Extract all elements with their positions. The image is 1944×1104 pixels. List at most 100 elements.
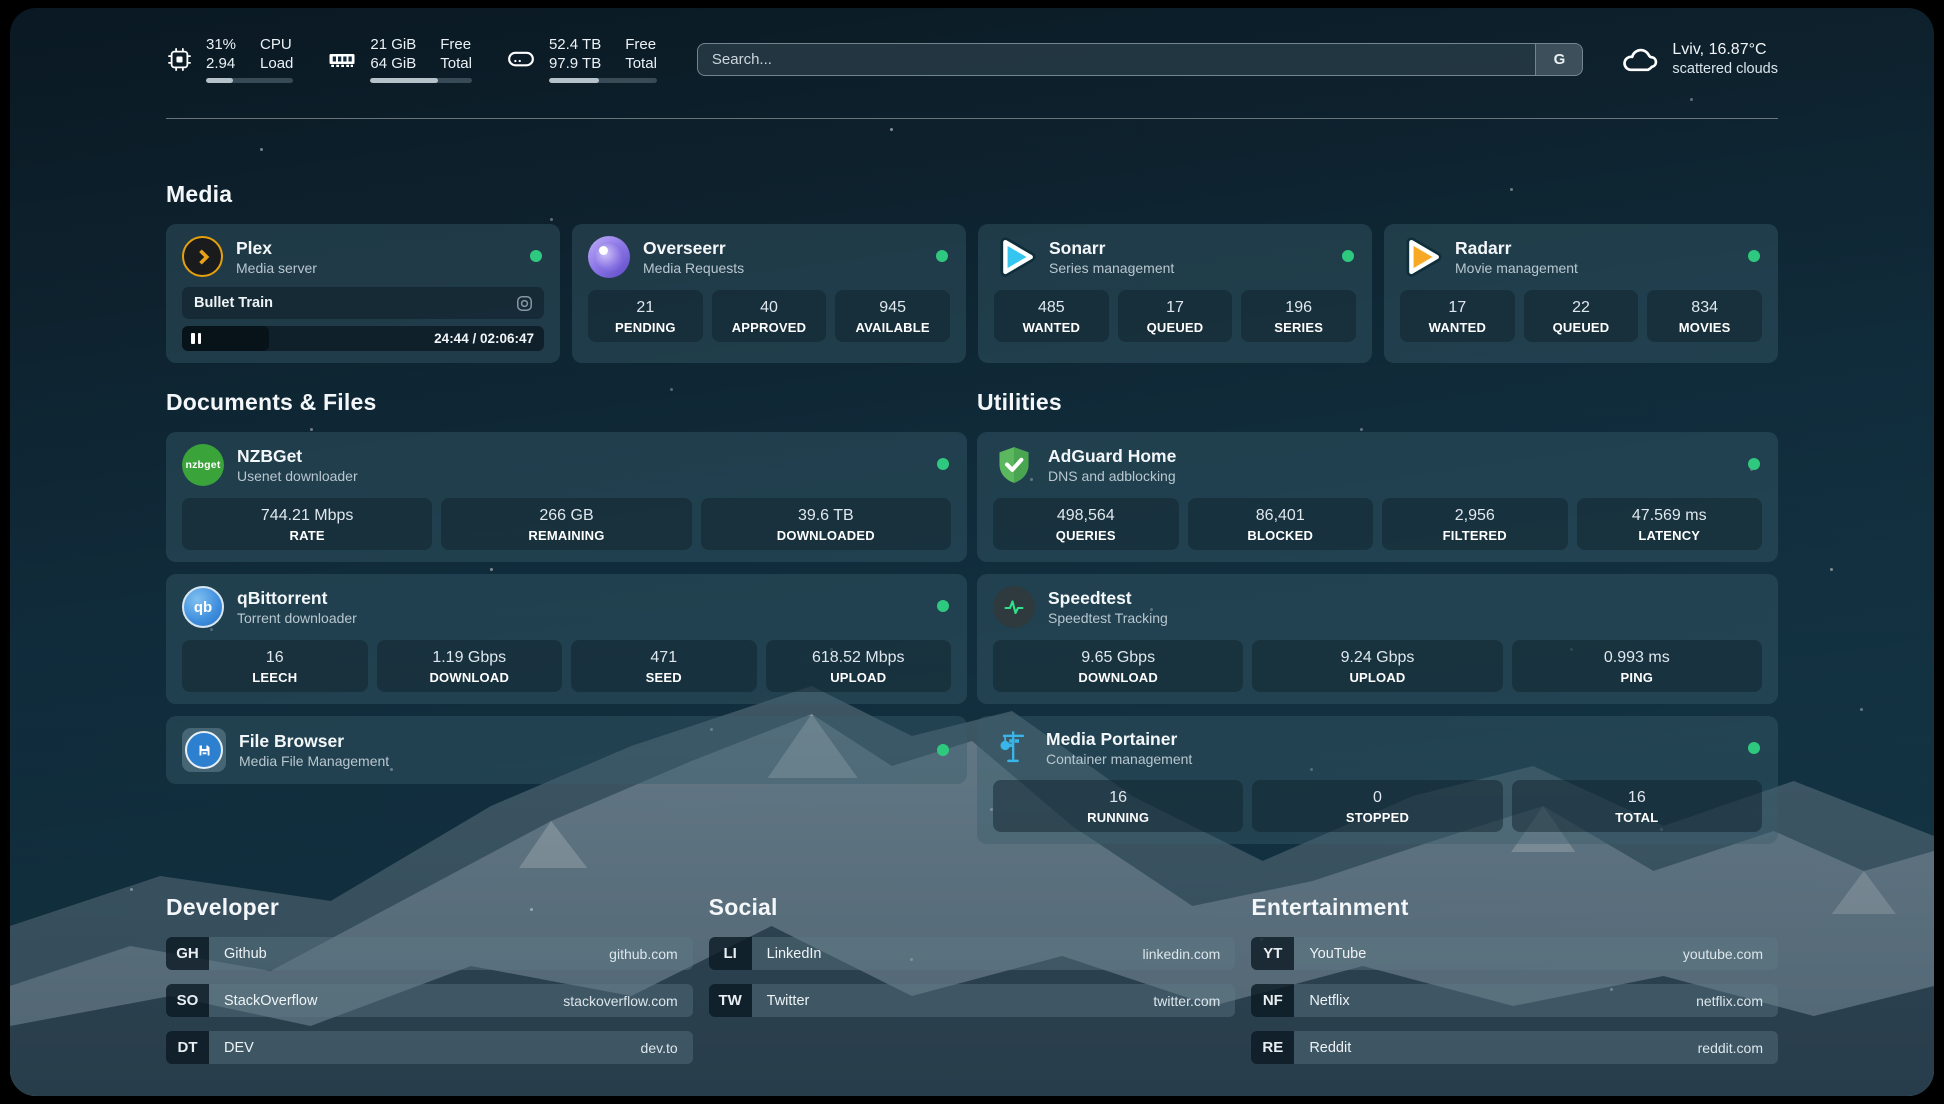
filebrowser-title: File Browser (239, 731, 345, 751)
search-bar[interactable]: G (696, 42, 1584, 76)
radarr-subtitle: Movie management (1455, 260, 1578, 276)
bookmark-name: LinkedIn (766, 945, 822, 962)
stat-label: FILTERED (1442, 527, 1507, 543)
adguard-status-dot (1748, 458, 1760, 470)
nzbget-card[interactable]: nzbget NZBGet Usenet downloader 744.21 M… (166, 432, 967, 562)
bookmark-name: DEV (224, 1039, 254, 1056)
stat-series: 196 SERIES (1241, 290, 1356, 342)
adguard-card[interactable]: AdGuard Home DNS and adblocking 498,564 … (977, 432, 1778, 562)
nzbget-status-dot (937, 458, 949, 470)
settings-icon[interactable] (515, 294, 534, 313)
plex-subtitle: Media server (236, 259, 317, 276)
filebrowser-subtitle: Media File Management (239, 753, 390, 769)
cpu-progress-bar (206, 78, 234, 83)
bookmark-name: Reddit (1309, 1039, 1352, 1056)
stat-download: 1.19 Gbps DOWNLOAD (376, 640, 562, 692)
nzbget-icon: nzbget (182, 444, 224, 486)
plex-card[interactable]: Plex Media server Bullet Train (166, 224, 560, 363)
stat-value: 17 (1166, 298, 1184, 316)
bookmark-url: stackoverflow.com (563, 992, 678, 1009)
dashboard-screen: 31% 2.94 CPU Load (10, 8, 1934, 1096)
bookmark-twitter[interactable]: TW Twitter twitter.com (708, 984, 1236, 1017)
portainer-card[interactable]: Media Portainer Container management 16 … (977, 716, 1778, 844)
disk-progress-track (548, 78, 657, 83)
hard-drive-icon (506, 44, 536, 74)
search-engine-button[interactable]: G (1535, 43, 1583, 75)
stat-label: PENDING (615, 319, 676, 335)
stat-stopped: 0 STOPPED (1252, 780, 1503, 832)
bookmark-stackoverflow[interactable]: SO StackOverflow stackoverflow.com (166, 984, 693, 1017)
bookmark-url: twitter.com (1153, 992, 1221, 1009)
stat-label: RATE (289, 527, 325, 543)
stat-seed: 471 SEED (571, 640, 757, 692)
speedtest-icon (993, 586, 1035, 628)
weather-condition: scattered clouds (1672, 61, 1778, 77)
stat-label: REMAINING (528, 527, 605, 543)
cpu-values: 31% 2.94 (206, 35, 236, 73)
stat-approved: 40 APPROVED (711, 290, 827, 342)
filebrowser-card[interactable]: File Browser Media File Management (166, 716, 967, 784)
bookmark-dev[interactable]: DT DEV dev.to (166, 1031, 693, 1064)
speedtest-card[interactable]: Speedtest Speedtest Tracking 9.65 Gbps D… (977, 574, 1778, 704)
adguard-shield-icon (993, 444, 1035, 486)
stat-running: 16 RUNNING (993, 780, 1244, 832)
bookmark-abbr: LI (708, 937, 752, 970)
stat-upload: 618.52 Mbps UPLOAD (765, 640, 951, 692)
overseerr-title: Overseerr (643, 238, 726, 258)
stat-queued: 17 QUEUED (1117, 290, 1233, 342)
search-input[interactable] (697, 43, 1536, 75)
stat-label: SEED (645, 669, 682, 685)
ram-icon (327, 44, 357, 74)
documents-section: Documents & Files nzbget NZBGet Usenet d… (166, 389, 967, 784)
plex-player-bar[interactable]: 24:44 / 02:06:47 (182, 326, 544, 351)
stat-downloaded: 39.6 TB DOWNLOADED (700, 498, 951, 550)
stat-value: 17 (1448, 298, 1467, 316)
stat-label: PING (1620, 669, 1654, 685)
bookmark-abbr: RE (1251, 1031, 1295, 1064)
stat-wanted: 485 WANTED (994, 290, 1109, 342)
cpu-load-value: 2.94 (206, 55, 236, 72)
cpu-widget: 31% 2.94 CPU Load (166, 35, 294, 83)
disk-widget: 52.4 TB 97.9 TB Free Total (506, 35, 657, 83)
disk-labels: Free Total (625, 35, 657, 73)
social-section-title: Social (708, 894, 778, 920)
stat-label: QUEUED (1552, 319, 1610, 335)
bookmark-github[interactable]: GH Github github.com (166, 937, 693, 970)
nzbget-title: NZBGet (237, 446, 303, 466)
utilities-section: Utilities (977, 389, 1778, 844)
stat-value: 618.52 Mbps (811, 648, 905, 666)
sonarr-card[interactable]: Sonarr Series management 485 WANTED 17 Q… (978, 224, 1372, 363)
bookmark-name: Netflix (1309, 992, 1350, 1009)
stat-value: 16 (1109, 788, 1128, 806)
bookmark-name: Github (224, 945, 267, 962)
portainer-subtitle: Container management (1046, 751, 1193, 767)
sonarr-subtitle: Series management (1049, 260, 1175, 276)
bookmark-netflix[interactable]: NF Netflix netflix.com (1251, 984, 1778, 1017)
weather-location-temp: Lviv, 16.87°C (1672, 41, 1767, 58)
stat-value: 9.65 Gbps (1081, 648, 1156, 666)
bookmark-abbr: NF (1251, 984, 1295, 1017)
bookmark-youtube[interactable]: YT YouTube youtube.com (1251, 937, 1778, 970)
bookmark-reddit[interactable]: RE Reddit reddit.com (1251, 1031, 1778, 1064)
bookmark-linkedin[interactable]: LI LinkedIn linkedin.com (708, 937, 1236, 970)
portainer-title: Media Portainer (1046, 729, 1178, 749)
memory-progress-bar (370, 78, 439, 83)
overseerr-subtitle: Media Requests (643, 260, 745, 276)
stat-movies: 834 MOVIES (1647, 290, 1762, 342)
stat-value: 196 (1285, 298, 1312, 316)
cpu-chip-icon (166, 46, 193, 73)
weather-widget: Lviv, 16.87°C scattered clouds (1619, 39, 1778, 79)
bookmark-abbr: DT (166, 1031, 209, 1064)
pause-button[interactable] (182, 326, 269, 351)
stat-value: 22 (1572, 298, 1590, 316)
stat-label: LEECH (252, 669, 298, 685)
cpu-progress-track (206, 78, 294, 83)
radarr-card[interactable]: Radarr Movie management 17 WANTED 22 QUE… (1384, 224, 1778, 363)
memory-labels: Free Total (440, 35, 472, 73)
overseerr-card[interactable]: Overseerr Media Requests 21 PENDING 40 A… (572, 224, 966, 363)
entertainment-section: Entertainment YT YouTube youtube.com NF … (1251, 894, 1778, 1064)
stat-rate: 744.21 Mbps RATE (182, 498, 433, 550)
qbittorrent-card[interactable]: qb qBittorrent Torrent downloader 16 (166, 574, 967, 704)
adguard-title: AdGuard Home (1048, 446, 1177, 466)
qbittorrent-subtitle: Torrent downloader (237, 610, 357, 626)
